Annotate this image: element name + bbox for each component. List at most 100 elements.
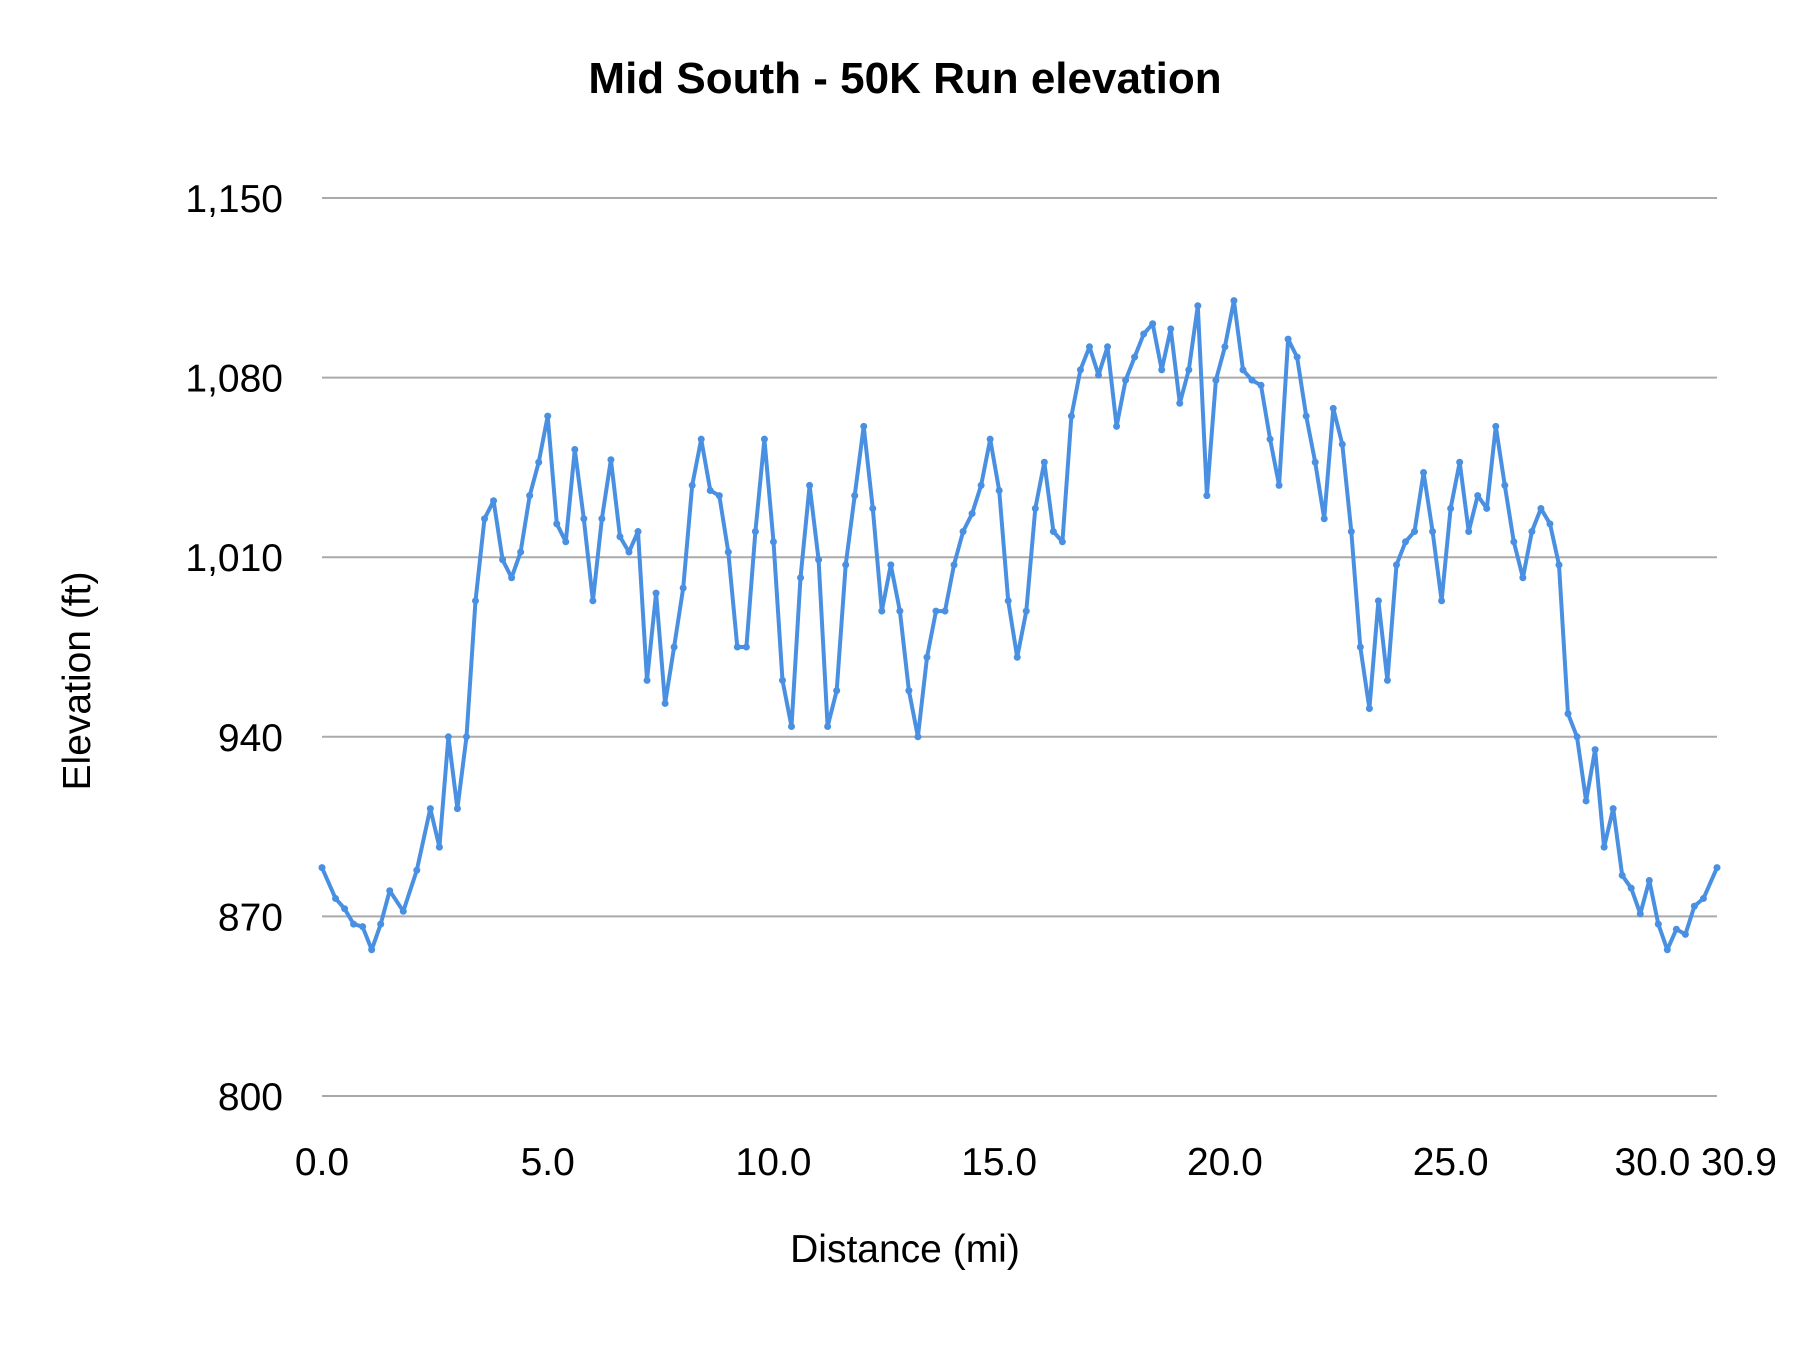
data-point: [1212, 376, 1220, 384]
data-point: [1185, 366, 1193, 374]
data-point: [481, 515, 489, 523]
data-point: [842, 561, 850, 569]
data-point: [1438, 597, 1446, 605]
data-point: [607, 456, 615, 464]
data-point: [1076, 366, 1084, 374]
data-point: [571, 445, 579, 453]
data-point: [1392, 561, 1400, 569]
data-point: [1248, 376, 1256, 384]
data-point: [977, 481, 985, 489]
data-point: [1582, 797, 1590, 805]
data-point: [1510, 538, 1518, 546]
data-point: [1067, 412, 1075, 420]
data-point: [1113, 422, 1121, 430]
data-point: [1004, 597, 1012, 605]
data-point: [413, 866, 421, 874]
data-point: [490, 497, 498, 505]
data-point: [1347, 528, 1355, 536]
data-point: [1311, 458, 1319, 466]
data-point: [751, 528, 759, 536]
data-point: [553, 520, 561, 528]
data-point: [1122, 376, 1130, 384]
data-point: [634, 528, 642, 536]
data-point: [1713, 864, 1721, 872]
data-point: [1085, 343, 1093, 351]
data-point: [526, 492, 534, 500]
x-tick-label: 30.0: [1614, 1141, 1690, 1184]
data-point: [769, 538, 777, 546]
data-point: [1636, 910, 1644, 918]
data-point: [1239, 366, 1247, 374]
data-point: [688, 481, 696, 489]
data-point: [1401, 538, 1409, 546]
data-point: [941, 607, 949, 615]
data-point: [625, 548, 633, 556]
data-point: [1537, 504, 1545, 512]
data-point: [1528, 528, 1536, 536]
x-tick-label: 15.0: [961, 1141, 1037, 1184]
data-point: [1194, 302, 1202, 310]
data-point: [1411, 528, 1419, 536]
data-point: [1140, 330, 1148, 338]
data-point: [1221, 343, 1229, 351]
data-point: [950, 561, 958, 569]
data-point: [598, 515, 606, 523]
data-point: [679, 584, 687, 592]
data-point: [1645, 876, 1653, 884]
data-point: [1293, 353, 1301, 361]
data-point: [715, 492, 723, 500]
data-point: [1149, 320, 1157, 328]
x-axis-title: Distance (mi): [790, 1228, 1020, 1271]
data-point: [471, 597, 479, 605]
chart-title: Mid South - 50K Run elevation: [588, 54, 1221, 103]
data-point: [1546, 520, 1554, 528]
data-point: [724, 548, 732, 556]
data-point: [833, 687, 841, 695]
data-point: [1429, 528, 1437, 536]
data-point: [1672, 925, 1680, 933]
data-point: [760, 435, 768, 443]
data-point: [742, 643, 750, 651]
data-point: [562, 538, 570, 546]
data-point: [426, 805, 434, 813]
data-point: [589, 597, 597, 605]
data-point: [986, 435, 994, 443]
data-point: [368, 946, 376, 954]
y-tick-label: 1,010: [185, 537, 283, 580]
data-point: [1618, 871, 1626, 879]
data-point: [1329, 404, 1337, 412]
data-point: [1519, 574, 1527, 582]
data-point: [1320, 515, 1328, 523]
data-point: [851, 492, 859, 500]
data-point: [1338, 440, 1346, 448]
y-axis-title: Elevation (ft): [56, 572, 99, 791]
data-point: [1058, 538, 1066, 546]
data-point: [1374, 597, 1382, 605]
data-point: [1456, 458, 1464, 466]
y-tick-label: 940: [218, 717, 283, 760]
gridlines: [322, 197, 1717, 1097]
data-point: [896, 607, 904, 615]
data-point: [1447, 504, 1455, 512]
data-point: [1158, 366, 1166, 374]
data-point: [643, 676, 651, 684]
data-point: [1095, 371, 1103, 379]
data-point: [923, 653, 931, 661]
data-point: [1492, 422, 1500, 430]
data-point: [968, 510, 976, 518]
data-point: [359, 923, 367, 931]
y-tick-label: 870: [218, 896, 283, 939]
data-point: [869, 504, 877, 512]
data-point: [815, 556, 823, 564]
data-point: [1365, 705, 1373, 713]
data-point: [1555, 561, 1563, 569]
data-point: [697, 435, 705, 443]
data-point: [1022, 607, 1030, 615]
data-point: [905, 687, 913, 695]
data-point: [1013, 653, 1021, 661]
data-point: [1474, 492, 1482, 500]
data-point: [670, 643, 678, 651]
y-tick-label: 800: [218, 1076, 283, 1119]
data-point: [1681, 930, 1689, 938]
